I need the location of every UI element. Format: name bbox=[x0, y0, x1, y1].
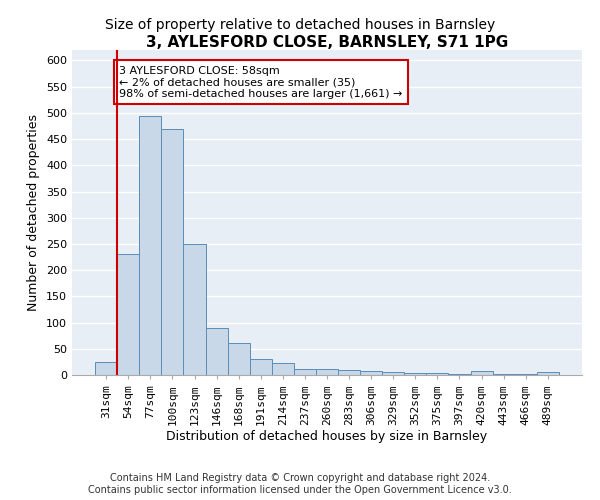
Bar bbox=[493, 374, 515, 375]
Bar bbox=[338, 370, 360, 375]
Bar bbox=[117, 254, 139, 375]
Bar bbox=[537, 372, 559, 375]
Bar bbox=[404, 373, 427, 375]
Y-axis label: Number of detached properties: Number of detached properties bbox=[28, 114, 40, 311]
Bar bbox=[206, 328, 227, 375]
Text: Contains HM Land Registry data © Crown copyright and database right 2024.
Contai: Contains HM Land Registry data © Crown c… bbox=[88, 474, 512, 495]
Bar bbox=[316, 368, 338, 375]
Bar bbox=[272, 364, 294, 375]
Bar bbox=[382, 372, 404, 375]
Bar bbox=[184, 244, 206, 375]
Bar bbox=[161, 128, 184, 375]
Bar bbox=[515, 374, 537, 375]
Bar bbox=[448, 374, 470, 375]
Bar bbox=[294, 368, 316, 375]
Text: Size of property relative to detached houses in Barnsley: Size of property relative to detached ho… bbox=[105, 18, 495, 32]
Bar bbox=[139, 116, 161, 375]
Bar bbox=[227, 342, 250, 375]
Bar bbox=[427, 374, 448, 375]
X-axis label: Distribution of detached houses by size in Barnsley: Distribution of detached houses by size … bbox=[166, 430, 488, 443]
Bar bbox=[95, 362, 117, 375]
Bar bbox=[360, 371, 382, 375]
Text: 3 AYLESFORD CLOSE: 58sqm
← 2% of detached houses are smaller (35)
98% of semi-de: 3 AYLESFORD CLOSE: 58sqm ← 2% of detache… bbox=[119, 66, 403, 99]
Title: 3, AYLESFORD CLOSE, BARNSLEY, S71 1PG: 3, AYLESFORD CLOSE, BARNSLEY, S71 1PG bbox=[146, 35, 508, 50]
Bar bbox=[470, 372, 493, 375]
Bar bbox=[250, 360, 272, 375]
